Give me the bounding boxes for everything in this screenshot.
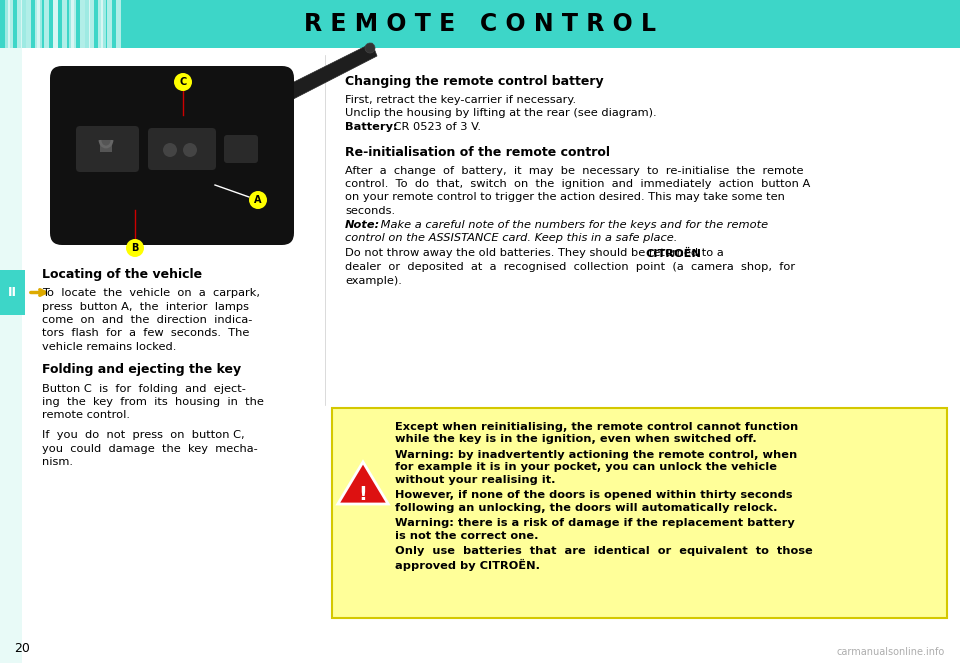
Bar bbox=[37, 0, 42, 48]
Text: CITROËN: CITROËN bbox=[645, 249, 702, 259]
Text: nism.: nism. bbox=[42, 457, 73, 467]
Text: Re-initialisation of the remote control: Re-initialisation of the remote control bbox=[345, 145, 610, 158]
Bar bbox=[21, 0, 26, 48]
Bar bbox=[61, 0, 66, 48]
Text: CR 0523 of 3 V.: CR 0523 of 3 V. bbox=[390, 122, 481, 132]
Bar bbox=[26, 0, 31, 48]
Text: Changing the remote control battery: Changing the remote control battery bbox=[345, 75, 604, 88]
Text: Except when reinitialising, the remote control cannot function: Except when reinitialising, the remote c… bbox=[395, 422, 799, 432]
Text: C: C bbox=[180, 77, 186, 87]
Text: seconds.: seconds. bbox=[345, 206, 396, 216]
Polygon shape bbox=[338, 462, 388, 504]
Text: Button C  is  for  folding  and  eject-: Button C is for folding and eject- bbox=[42, 383, 246, 394]
Circle shape bbox=[183, 143, 197, 157]
Bar bbox=[101, 0, 106, 48]
Text: Battery:: Battery: bbox=[345, 122, 397, 132]
Bar bbox=[53, 0, 58, 48]
Bar bbox=[0, 0, 960, 48]
Text: following an unlocking, the doors will automatically relock.: following an unlocking, the doors will a… bbox=[395, 503, 778, 513]
Bar bbox=[0, 270, 25, 315]
Bar bbox=[17, 0, 22, 48]
Text: approved by CITROËN.: approved by CITROËN. bbox=[395, 559, 540, 571]
Text: without your realising it.: without your realising it. bbox=[395, 475, 556, 485]
Text: ing  the  key  from  its  housing  in  the: ing the key from its housing in the bbox=[42, 397, 264, 407]
Text: Folding and ejecting the key: Folding and ejecting the key bbox=[42, 363, 241, 377]
Text: while the key is in the ignition, even when switched off.: while the key is in the ignition, even w… bbox=[395, 434, 756, 444]
Bar bbox=[44, 0, 49, 48]
Bar bbox=[107, 0, 112, 48]
Bar bbox=[45, 0, 50, 48]
Bar bbox=[69, 0, 74, 48]
Text: Warning: by inadvertently actioning the remote control, when: Warning: by inadvertently actioning the … bbox=[395, 450, 797, 460]
Text: Make a careful note of the numbers for the keys and for the remote: Make a careful note of the numbers for t… bbox=[377, 219, 768, 229]
Text: tors  flash  for  a  few  seconds.  The: tors flash for a few seconds. The bbox=[42, 328, 250, 339]
Text: dealer  or  deposited  at  a  recognised  collection  point  (a  camera  shop,  : dealer or deposited at a recognised coll… bbox=[345, 262, 795, 272]
Text: However, if none of the doors is opened within thirty seconds: However, if none of the doors is opened … bbox=[395, 491, 793, 501]
Bar bbox=[8, 0, 13, 48]
Text: carmanualsonline.info: carmanualsonline.info bbox=[837, 647, 945, 657]
Bar bbox=[85, 0, 90, 48]
FancyBboxPatch shape bbox=[50, 66, 294, 245]
Circle shape bbox=[249, 191, 267, 209]
Text: Locating of the vehicle: Locating of the vehicle bbox=[42, 268, 203, 281]
Text: 20: 20 bbox=[14, 642, 30, 654]
Text: on your remote control to trigger the action desired. This may take some ten: on your remote control to trigger the ac… bbox=[345, 192, 785, 202]
Circle shape bbox=[174, 73, 192, 91]
Text: control.  To  do  that,  switch  on  the  ignition  and  immediately  action  bu: control. To do that, switch on the ignit… bbox=[345, 179, 810, 189]
Text: is not the correct one.: is not the correct one. bbox=[395, 531, 539, 541]
Text: control on the ASSISTANCE card. Keep this in a safe place.: control on the ASSISTANCE card. Keep thi… bbox=[345, 233, 678, 243]
Text: press  button A,  the  interior  lamps: press button A, the interior lamps bbox=[42, 302, 249, 312]
Text: come  on  and  the  direction  indica-: come on and the direction indica- bbox=[42, 315, 252, 325]
Bar bbox=[5, 0, 10, 48]
Text: vehicle remains locked.: vehicle remains locked. bbox=[42, 342, 177, 352]
Circle shape bbox=[163, 143, 177, 157]
Text: A: A bbox=[254, 195, 262, 205]
Circle shape bbox=[365, 43, 375, 53]
Text: remote control.: remote control. bbox=[42, 410, 130, 420]
Bar bbox=[98, 0, 103, 48]
Text: Do not throw away the old batteries. They should be returned to a: Do not throw away the old batteries. The… bbox=[345, 249, 728, 259]
Bar bbox=[77, 0, 82, 48]
Bar bbox=[332, 408, 947, 618]
Bar bbox=[93, 0, 98, 48]
Bar bbox=[29, 0, 34, 48]
Bar bbox=[80, 0, 85, 48]
Bar bbox=[0, 48, 22, 663]
FancyBboxPatch shape bbox=[76, 126, 139, 172]
Text: Note:: Note: bbox=[345, 219, 380, 229]
Bar bbox=[53, 0, 58, 48]
Text: you  could  damage  the  key  mecha-: you could damage the key mecha- bbox=[42, 444, 257, 453]
Text: R E M O T E   C O N T R O L: R E M O T E C O N T R O L bbox=[304, 12, 656, 36]
Polygon shape bbox=[262, 43, 377, 111]
Text: After  a  change  of  battery,  it  may  be  necessary  to  re-initialise  the  : After a change of battery, it may be nec… bbox=[345, 166, 804, 176]
Text: If  you  do  not  press  on  button C,: If you do not press on button C, bbox=[42, 430, 245, 440]
Text: Unclip the housing by lifting at the rear (see diagram).: Unclip the housing by lifting at the rea… bbox=[345, 109, 657, 119]
FancyBboxPatch shape bbox=[224, 135, 258, 163]
Text: example).: example). bbox=[345, 276, 402, 286]
FancyBboxPatch shape bbox=[148, 128, 216, 170]
Text: Only  use  batteries  that  are  identical  or  equivalent  to  those: Only use batteries that are identical or… bbox=[395, 546, 813, 556]
Text: To  locate  the  vehicle  on  a  carpark,: To locate the vehicle on a carpark, bbox=[42, 288, 260, 298]
Bar bbox=[13, 0, 18, 48]
Text: II: II bbox=[8, 286, 16, 299]
Bar bbox=[62, 0, 67, 48]
Text: for example it is in your pocket, you can unlock the vehicle: for example it is in your pocket, you ca… bbox=[395, 463, 777, 473]
Text: First, retract the key-carrier if necessary.: First, retract the key-carrier if necess… bbox=[345, 95, 576, 105]
Text: Warning: there is a risk of damage if the replacement battery: Warning: there is a risk of damage if th… bbox=[395, 518, 795, 528]
Bar bbox=[71, 0, 76, 48]
Bar bbox=[116, 0, 121, 48]
Circle shape bbox=[126, 239, 144, 257]
Text: B: B bbox=[132, 243, 138, 253]
Bar bbox=[100, 140, 112, 152]
Bar bbox=[35, 0, 40, 48]
Text: !: ! bbox=[359, 485, 368, 503]
Bar bbox=[89, 0, 94, 48]
